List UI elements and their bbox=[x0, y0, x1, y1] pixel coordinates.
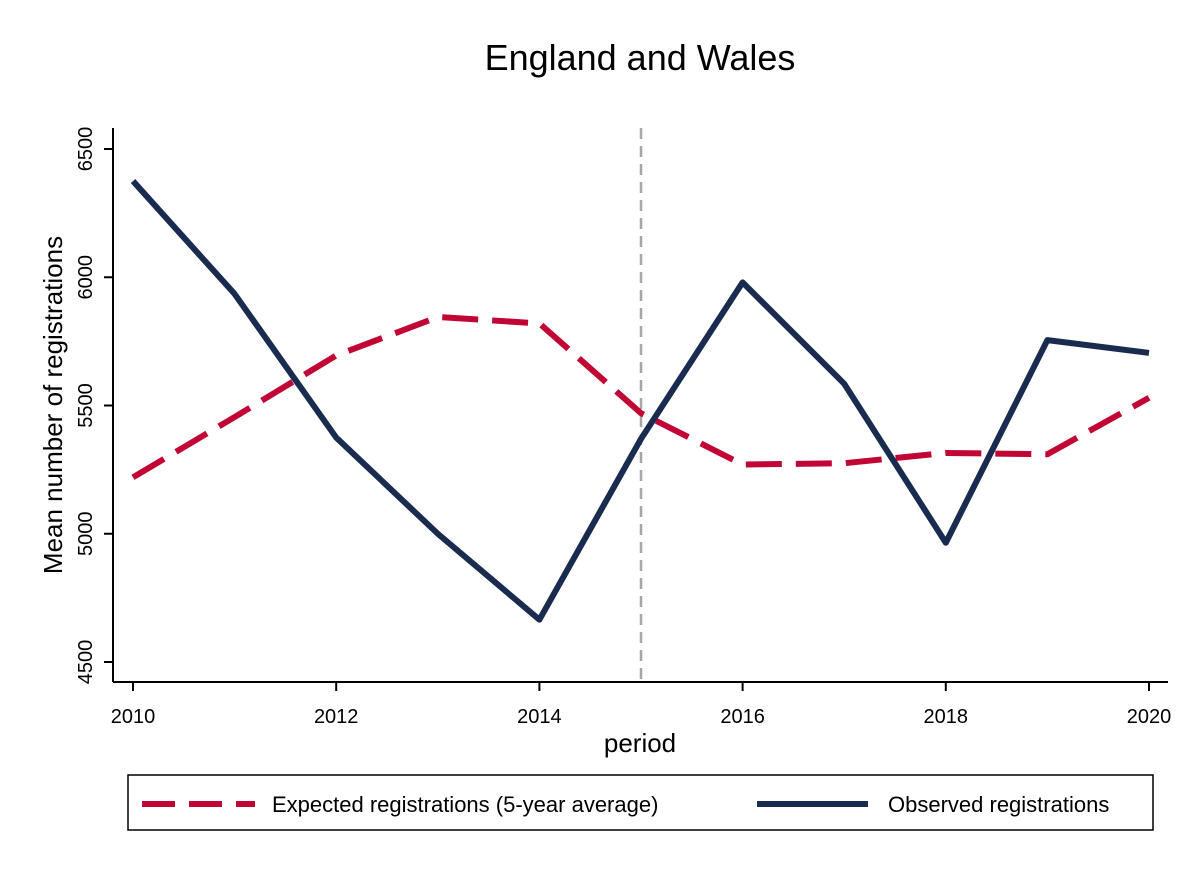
y-axis-ticks: 4500 5000 5500 6000 6500 bbox=[75, 127, 113, 685]
y-tick-label: 4500 bbox=[75, 640, 97, 685]
x-tick-label: 2010 bbox=[111, 706, 156, 728]
series-layer bbox=[130, 179, 1151, 623]
series-line-expected bbox=[131, 314, 1151, 480]
x-tick-label: 2016 bbox=[720, 706, 765, 728]
y-tick-label: 5000 bbox=[75, 512, 97, 557]
legend-label-expected: Expected registrations (5-year average) bbox=[272, 792, 658, 817]
y-tick-label: 5500 bbox=[75, 383, 97, 428]
y-tick-label: 6500 bbox=[75, 127, 97, 172]
legend: Expected registrations (5-year average) … bbox=[127, 774, 1154, 831]
x-tick-label: 2014 bbox=[517, 706, 562, 728]
x-axis-label: period bbox=[604, 728, 676, 758]
legend-box bbox=[127, 774, 1154, 831]
legend-label-observed: Observed registrations bbox=[888, 792, 1109, 817]
x-tick-label: 2012 bbox=[314, 706, 359, 728]
series-line-observed bbox=[130, 179, 1150, 623]
y-axis-label: Mean number of registrations bbox=[38, 236, 68, 574]
y-tick-label: 6000 bbox=[75, 255, 97, 300]
x-tick-label: 2020 bbox=[1127, 706, 1172, 728]
chart-title: England and Wales bbox=[485, 37, 796, 78]
x-axis-ticks: 2010 2012 2014 2016 2018 2020 bbox=[111, 682, 1172, 728]
x-tick-label: 2018 bbox=[924, 706, 969, 728]
